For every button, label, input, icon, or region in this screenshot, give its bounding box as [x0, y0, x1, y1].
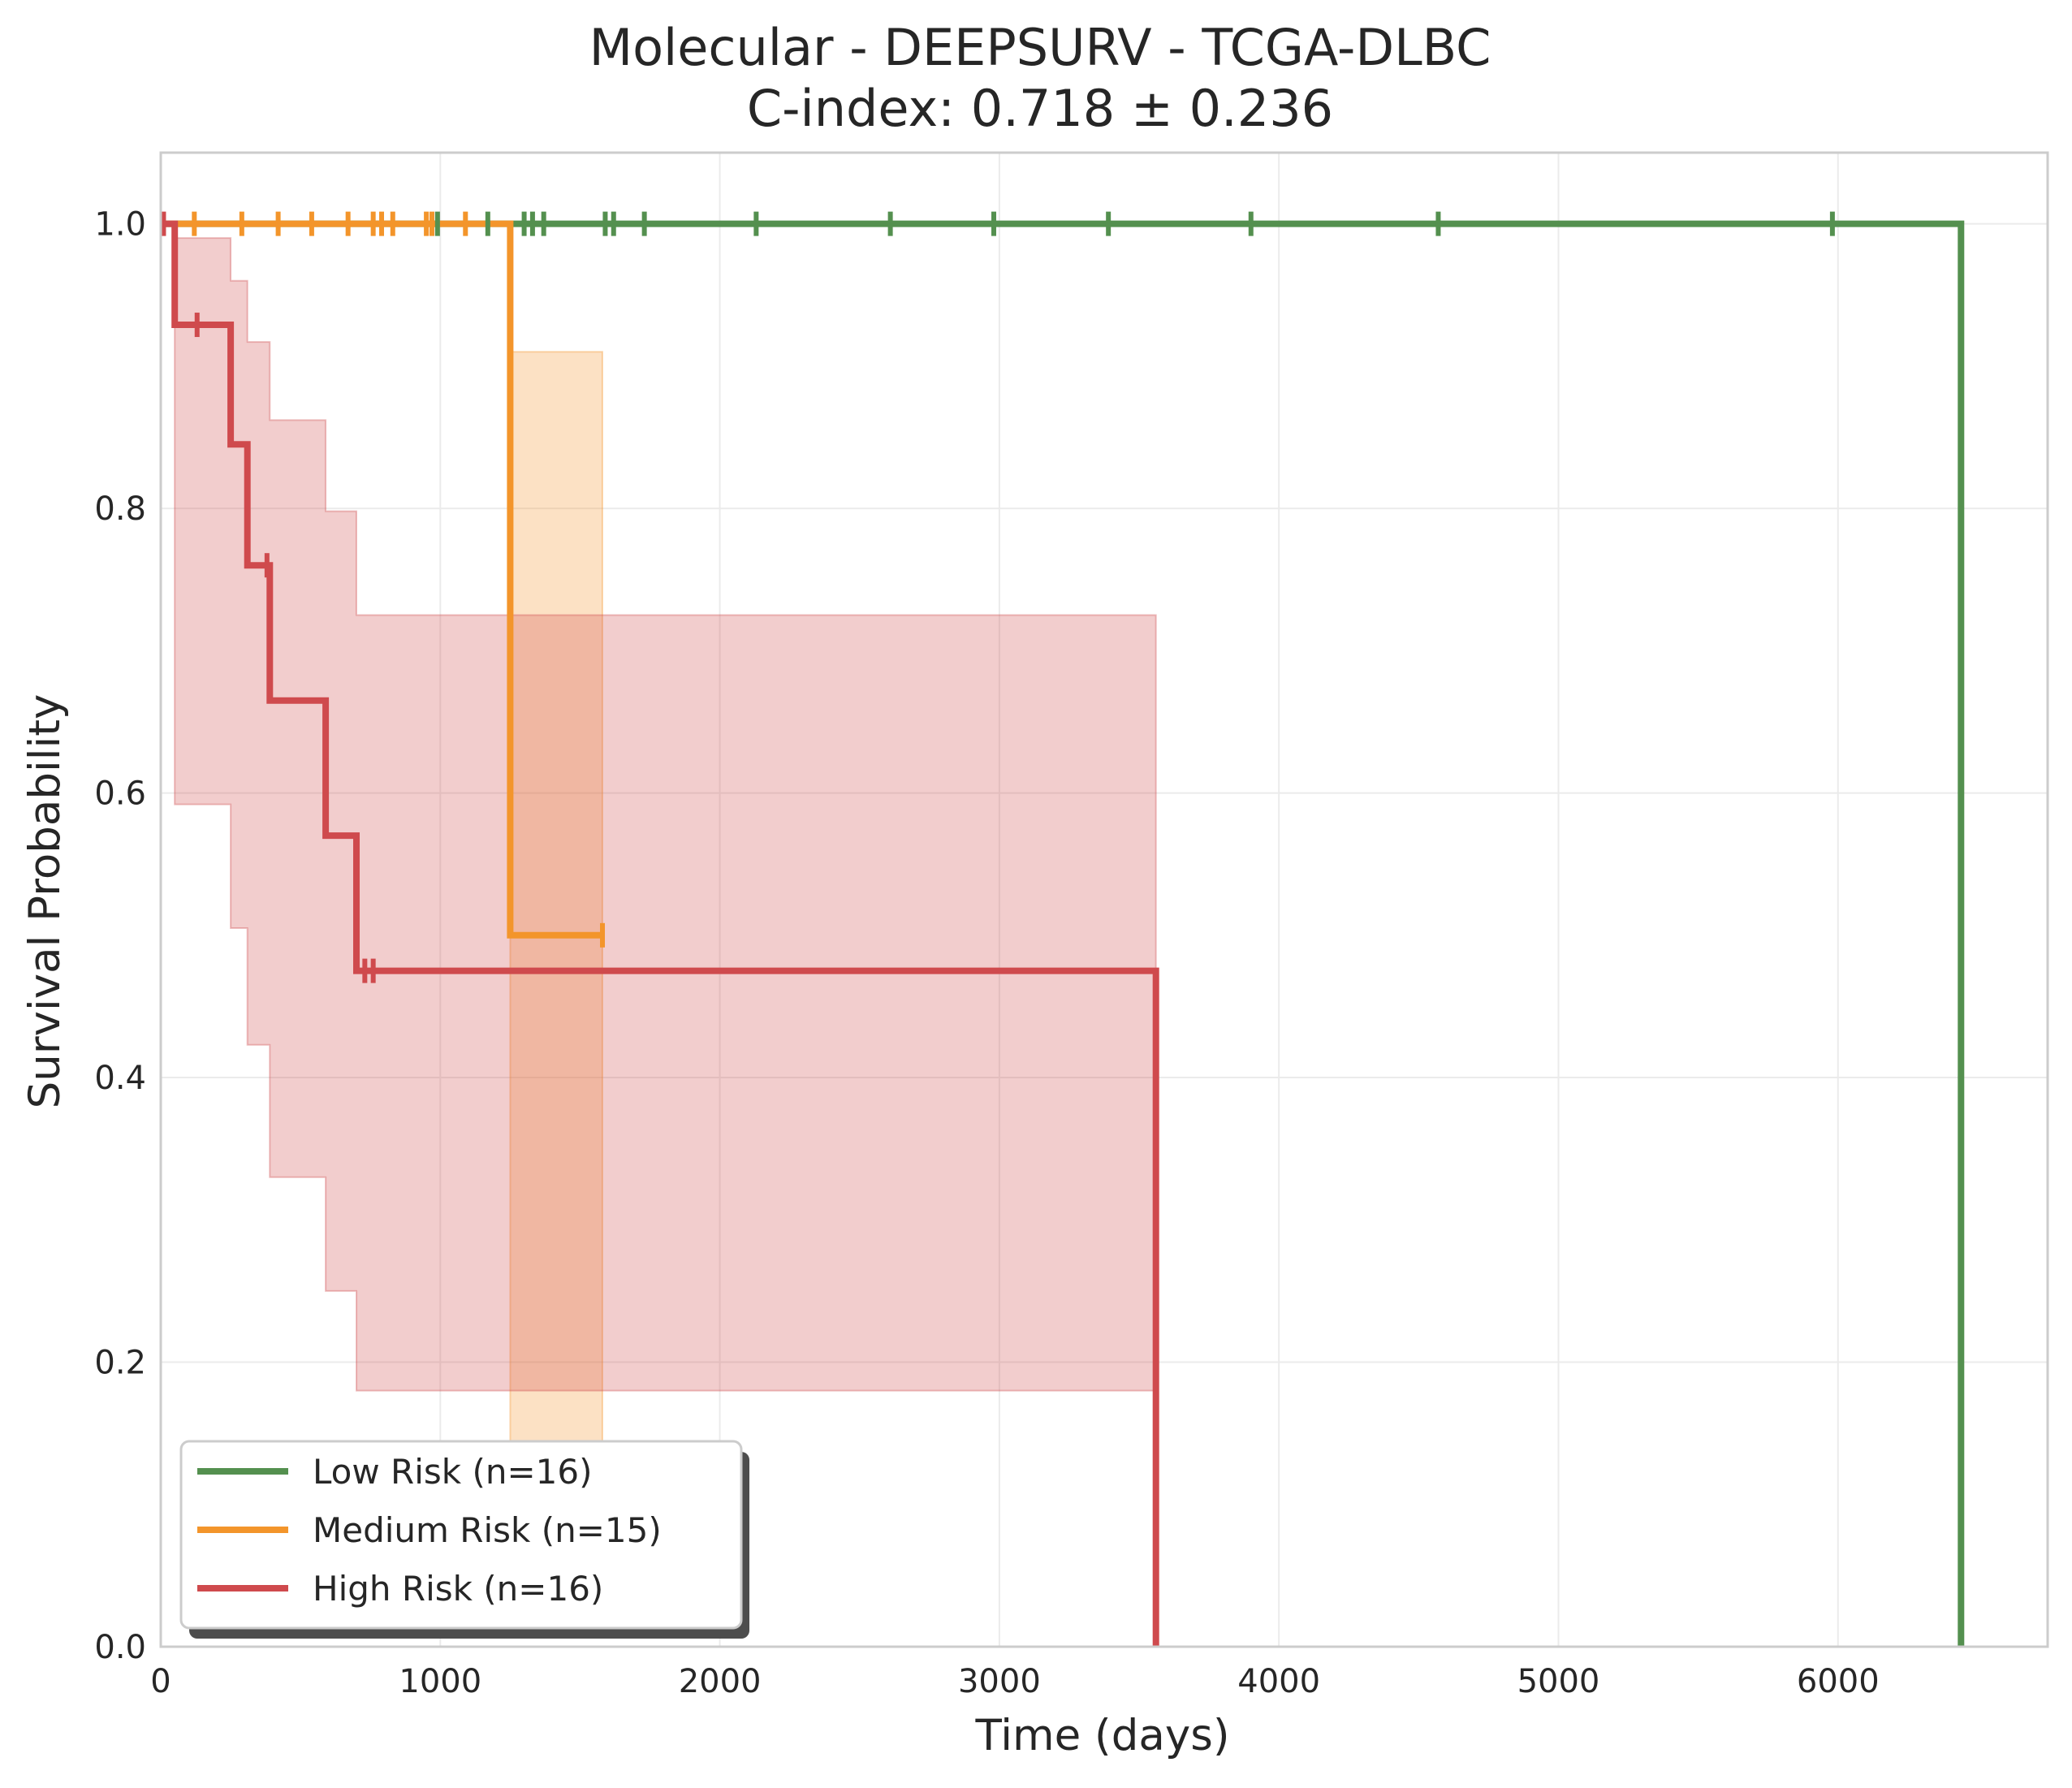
chart-title: Molecular - DEEPSURV - TCGA-DLBC: [589, 18, 1491, 77]
y-tick-label: 0.4: [94, 1060, 146, 1097]
x-tick-label: 1000: [399, 1663, 481, 1700]
y-tick-label: 0.8: [94, 490, 146, 528]
legend: Low Risk (n=16) Medium Risk (n=15) High Ri…: [179, 1440, 749, 1639]
x-tick-label: 5000: [1517, 1663, 1600, 1700]
x-axis-label: Time (days): [974, 1711, 1229, 1760]
x-tick-label: 4000: [1237, 1663, 1320, 1700]
high-risk-curve: [161, 220, 1159, 1647]
confidence-bands: [161, 222, 1157, 1520]
survival-curves: [161, 220, 1965, 1647]
medium-risk-curve: [161, 220, 602, 939]
chart-subtitle: C-index: 0.718 ± 0.236: [747, 79, 1333, 138]
plot-frame: [159, 151, 2049, 1648]
y-tick-label: 1.0: [94, 206, 146, 244]
censor-marks: [161, 211, 1835, 983]
y-axis-label: Survival Probability: [20, 694, 70, 1109]
y-tick-label: 0.6: [94, 775, 146, 813]
legend-box: [179, 1440, 743, 1630]
x-tick-label: 6000: [1797, 1663, 1880, 1700]
high-risk-legend-label: High Risk (n=16): [313, 1569, 603, 1609]
x-tick-label: 3000: [958, 1663, 1041, 1700]
low-risk-legend-label: Low Risk (n=16): [313, 1452, 593, 1492]
x-tick-label: 0: [150, 1663, 171, 1700]
x-tick-label: 2000: [679, 1663, 762, 1700]
y-tick-label: 0.0: [94, 1629, 146, 1666]
high-risk-confidence-band: [174, 237, 1157, 1392]
y-tick-label: 0.2: [94, 1345, 146, 1382]
medium-risk-legend-label: Medium Risk (n=15): [313, 1510, 662, 1550]
low-risk-curve: [161, 220, 1965, 1647]
tick-labels: 0 1000 2000 3000 4000 5000 6000 0.0 0.2 0.4 0.6 0.8…: [94, 206, 1879, 1700]
